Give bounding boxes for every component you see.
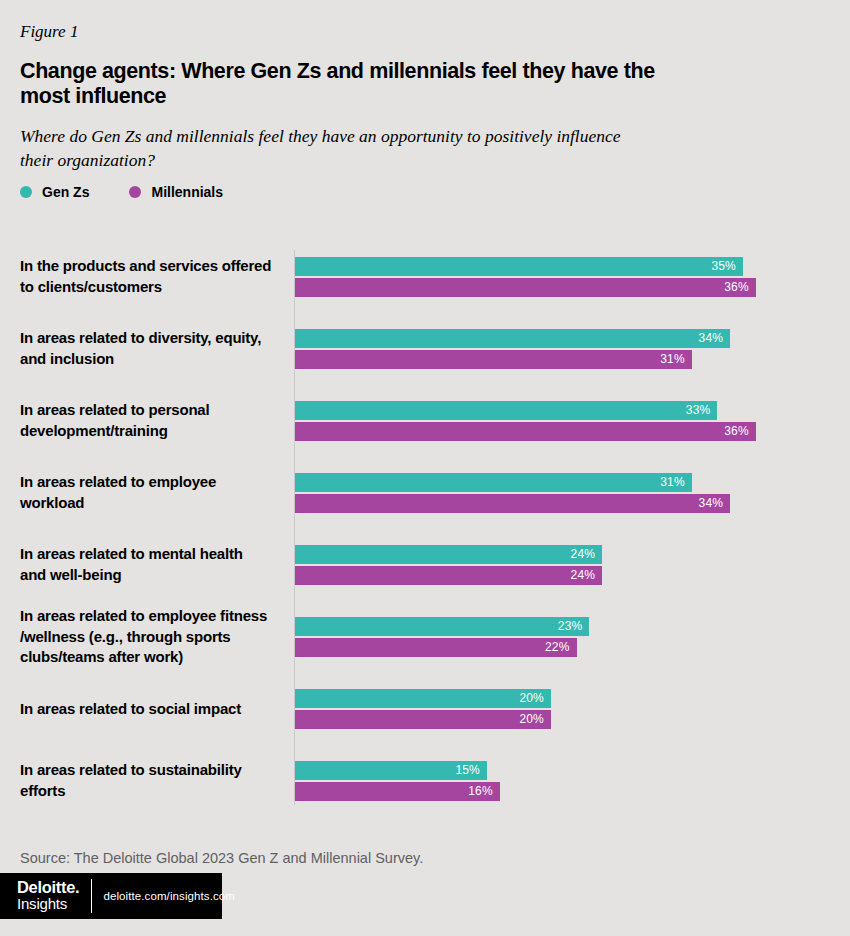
legend-label: Millennials (151, 184, 223, 200)
bar-value-label: 24% (571, 566, 596, 585)
deloitte-wordmark: Deloitte. (17, 879, 79, 896)
bar-value-label: 33% (686, 401, 711, 420)
bar-value-label: 16% (468, 782, 493, 801)
bar-millennials: 36% (295, 278, 756, 297)
bar-gen-zs: 15% (295, 761, 487, 780)
bar-value-label: 20% (519, 710, 544, 729)
bar-gen-zs: 24% (295, 545, 602, 564)
source-note: Source: The Deloitte Global 2023 Gen Z a… (20, 848, 830, 868)
bar-value-label: 35% (711, 257, 736, 276)
bar-gen-zs: 35% (295, 257, 743, 276)
deloitte-green-dot: . (75, 878, 79, 896)
bar-millennials: 22% (295, 638, 577, 657)
bar-value-label: 22% (545, 638, 570, 657)
bar-pair: 34% 31% (295, 329, 730, 369)
chart-row: In areas related to personal development… (20, 401, 850, 441)
bar-pair: 15%16% (295, 761, 500, 801)
bar-gen-zs: 31% (295, 473, 692, 492)
bar-value-label: 24% (571, 545, 596, 564)
bar-millennials: 16% (295, 782, 500, 801)
bar-millennials: 31% (295, 350, 692, 369)
bar-value-label: 31% (660, 350, 685, 369)
figure-subtitle: Where do Gen Zs and millennials feel the… (20, 124, 830, 173)
bar-pair: 23%22% (295, 617, 589, 657)
footer-divider (91, 879, 92, 913)
bar-value-label: 36% (724, 422, 749, 441)
bar-pair: 33% 36% (295, 401, 756, 441)
figure-container: Figure 1 Change agents: Where Gen Zs and… (0, 0, 850, 936)
bar-pair: 24%24% (295, 545, 602, 585)
insights-wordmark: Insights (17, 896, 79, 913)
bar-value-label: 31% (660, 473, 685, 492)
bar-pair: 31% 34% (295, 473, 730, 513)
deloitte-insights-logo-bar: Deloitte. Insights deloitte.com/insights… (0, 873, 222, 919)
bar-millennials: 24% (295, 566, 602, 585)
legend-label: Gen Zs (42, 184, 89, 200)
category-label: In areas related to sustainability effor… (20, 760, 290, 801)
bar-gen-zs: 34% (295, 329, 730, 348)
bar-chart: In the products and services offered to … (20, 257, 850, 801)
bar-value-label: 36% (724, 278, 749, 297)
category-label: In areas related to diversity, equity, a… (20, 328, 290, 369)
footer-url: deloitte.com/insights.com (103, 890, 235, 902)
bar-value-label: 20% (519, 689, 544, 708)
legend-item-millennials: Millennials (129, 184, 223, 200)
bar-value-label: 15% (455, 761, 480, 780)
chart-row: In areas related to employee workload31%… (20, 473, 850, 513)
category-label: In areas related to mental health and we… (20, 544, 290, 585)
chart-row: In the products and services offered to … (20, 257, 850, 297)
bar-pair: 20%20% (295, 689, 551, 729)
category-label: In areas related to employee fitness /we… (20, 606, 290, 667)
bar-millennials: 34% (295, 494, 730, 513)
figure-label: Figure 1 (0, 0, 850, 42)
bar-gen-zs: 23% (295, 617, 589, 636)
bar-value-label: 34% (699, 329, 724, 348)
bar-millennials: 20% (295, 710, 551, 729)
bar-millennials: 36% (295, 422, 756, 441)
category-label: In the products and services offered to … (20, 256, 290, 297)
gen-zs-legend-dot-icon (20, 186, 32, 198)
bar-value-label: 34% (699, 494, 724, 513)
chart-legend: Gen Zs Millennials (20, 185, 830, 199)
chart-row: In areas related to mental health and we… (20, 545, 850, 585)
category-label: In areas related to social impact (20, 699, 290, 719)
deloitte-insights-logo: Deloitte. Insights (17, 879, 79, 913)
bar-gen-zs: 20% (295, 689, 551, 708)
figure-title: Change agents: Where Gen Zs and millenni… (20, 59, 830, 110)
chart-row: In areas related to sustainability effor… (20, 761, 850, 801)
bar-value-label: 23% (558, 617, 583, 636)
category-label: In areas related to personal development… (20, 400, 290, 441)
chart-row: In areas related to employee fitness /we… (20, 617, 850, 657)
millennials-legend-dot-icon (129, 186, 141, 198)
category-label: In areas related to employee workload (20, 472, 290, 513)
chart-row: In areas related to diversity, equity, a… (20, 329, 850, 369)
bar-pair: 35%36% (295, 257, 756, 297)
chart-row: In areas related to social impact20%20% (20, 689, 850, 729)
bar-gen-zs: 33% (295, 401, 717, 420)
legend-item-gen-zs: Gen Zs (20, 184, 89, 200)
